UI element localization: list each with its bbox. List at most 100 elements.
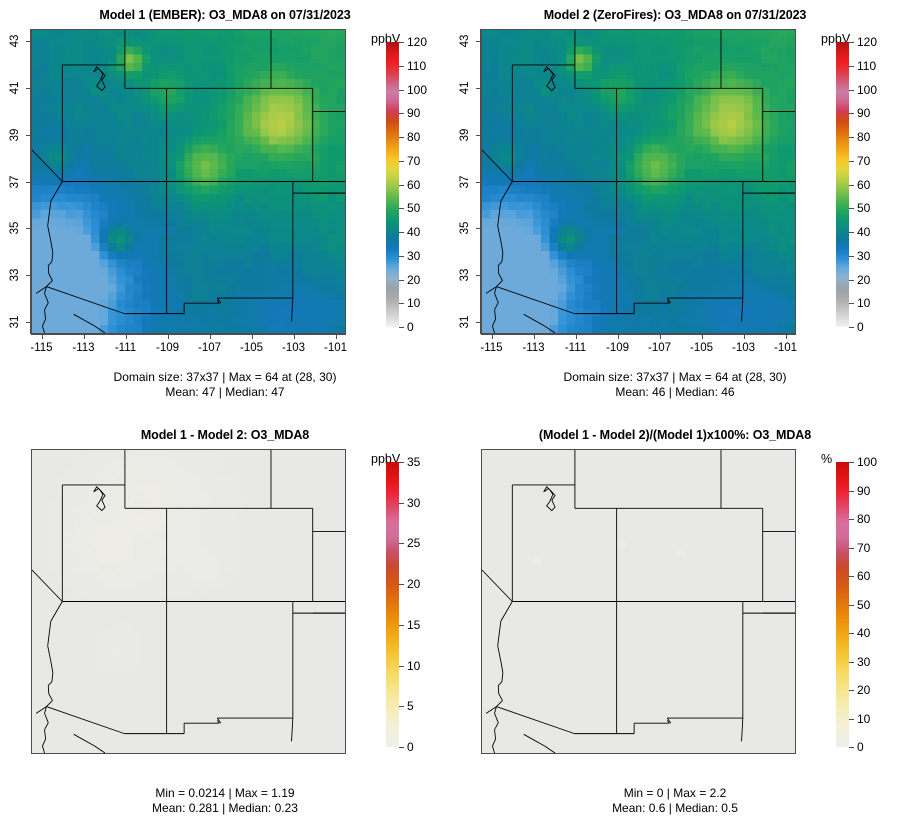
colorbar-tick-label: 70 — [857, 153, 871, 168]
colorbar-tick-label: 30 — [857, 654, 871, 669]
y-tick — [26, 322, 31, 324]
x-tick — [125, 334, 127, 339]
caption-line-1: Min = 0.0214 | Max = 1.19 — [155, 786, 295, 800]
colorbar-tick-label: 0 — [407, 320, 414, 334]
y-tick — [26, 275, 31, 277]
colorbar-tick — [399, 89, 404, 91]
colorbar-tick-label: 110 — [857, 58, 877, 73]
colorbar-tick-label: 90 — [857, 106, 871, 121]
colorbar-tick-label: 0 — [857, 740, 864, 754]
colorbar-tick — [399, 42, 404, 43]
x-tick-label: -103 — [281, 342, 306, 354]
panel-model2-zerofires: Model 2 (ZeroFires): O3_MDA8 on 07/31/20… — [450, 0, 900, 420]
y-tick — [26, 134, 31, 136]
x-tick-label: -111 — [114, 342, 137, 354]
colorbar-tick — [399, 113, 404, 115]
colorbar-tick-label: 10 — [857, 711, 871, 726]
colorbar-tick — [399, 208, 404, 210]
colorbar: % 0 10 20 30 40 50 60 70 80 90 100 — [450, 420, 900, 840]
colorbar-tick — [849, 718, 854, 720]
y-tick — [26, 40, 31, 42]
colorbar-tick-label: 90 — [407, 106, 421, 121]
x-tick-label: -109 — [155, 342, 180, 354]
colorbar-tick-label: 10 — [857, 296, 871, 311]
colorbar-tick — [849, 184, 854, 186]
colorbar-tick — [399, 502, 404, 504]
x-tick — [491, 334, 493, 339]
colorbar-tick — [849, 160, 854, 162]
colorbar-tick — [849, 279, 854, 281]
x-tick — [575, 334, 577, 339]
colorbar-tick — [849, 490, 854, 492]
colorbar: ppbV 0 10 20 30 40 50 60 70 80 90 100 110 120 — [450, 0, 900, 420]
colorbar-tick — [399, 706, 404, 708]
colorbar-tick-label: 60 — [857, 177, 871, 192]
x-tick-label: -111 — [564, 342, 587, 354]
colorbar-tick-label: 0 — [407, 740, 414, 754]
x-tick-label: -103 — [731, 342, 756, 354]
colorbar-tick — [849, 576, 854, 577]
y-tick — [476, 322, 481, 324]
colorbar-tick-label: 20 — [407, 272, 421, 287]
y-tick — [476, 275, 481, 277]
colorbar-tick-label: 40 — [407, 225, 421, 239]
y-tick — [26, 228, 31, 230]
x-tick — [335, 334, 337, 339]
x-tick-label: -105 — [239, 342, 264, 354]
colorbar-tick-label: 35 — [407, 455, 421, 469]
x-tick — [209, 334, 211, 339]
x-tick-label: -113 — [72, 342, 95, 354]
colorbar-tick-label: 30 — [407, 495, 421, 510]
colorbar-tick-label: 60 — [857, 569, 871, 583]
x-tick — [251, 334, 253, 339]
panel-title: Model 1 - Model 2: O3_MDA8 — [140, 428, 310, 442]
x-axis: -115 -113 -111 -109 -107 -105 -103 -101 — [480, 334, 797, 362]
y-tick — [476, 134, 481, 136]
colorbar-tick-label: 110 — [407, 58, 427, 73]
y-tick — [476, 181, 481, 183]
panel-difference-absolute: Model 1 - Model 2: O3_MDA8 Min = 0.0214 |… — [0, 420, 450, 840]
panel-caption: Domain size: 37x37 | Max = 64 at (28, 30… — [0, 370, 450, 400]
colorbar-tick — [399, 137, 404, 138]
colorbar-tick-label: 80 — [407, 130, 421, 144]
colorbar-tick-label: 80 — [857, 512, 871, 526]
caption-line-1: Domain size: 37x37 | Max = 64 at (28, 30… — [113, 370, 337, 384]
caption-line-2: Mean: 0.6 | Median: 0.5 — [612, 801, 738, 815]
colorbar-tick — [399, 65, 404, 67]
colorbar-tick — [399, 232, 404, 233]
panel-difference-percent: (Model 1 - Model 2)/(Model 1)x100%: O3_M… — [450, 420, 900, 840]
panel-title: Model 1 (EMBER): O3_MDA8 on 07/31/2023 — [99, 8, 351, 22]
caption-line-1: Min = 0 | Max = 2.2 — [623, 786, 727, 800]
colorbar-tick — [849, 303, 854, 305]
colorbar-tick — [849, 462, 854, 463]
colorbar-tick — [399, 279, 404, 281]
panel-model1-ember: Model 1 (EMBER): O3_MDA8 on 07/31/2023 -1… — [0, 0, 450, 420]
caption-line-2: Mean: 47 | Median: 47 — [165, 385, 285, 399]
colorbar-tick — [849, 633, 854, 634]
colorbar-tick — [399, 665, 404, 667]
colorbar-tick-label: 30 — [407, 248, 421, 263]
colorbar-unit-label: % — [821, 452, 833, 466]
colorbar-tick — [849, 547, 854, 549]
panel-caption: Min = 0 | Max = 2.2 Mean: 0.6 | Median: 0… — [450, 786, 900, 816]
colorbar-tick — [849, 604, 854, 606]
colorbar-tick-label: 60 — [407, 177, 421, 192]
colorbar-tick — [399, 327, 404, 328]
colorbar-tick — [849, 208, 854, 210]
colorbar-tick-label: 70 — [407, 153, 421, 168]
colorbar-tick-label: 70 — [857, 540, 871, 555]
colorbar-tick-label: 0 — [857, 320, 864, 334]
x-tick — [167, 334, 169, 339]
colorbar-tick-label: 20 — [407, 577, 421, 592]
colorbar-tick-label: 10 — [407, 296, 421, 311]
y-tick — [476, 87, 481, 89]
colorbar-tick-label: 90 — [857, 483, 871, 498]
y-tick — [26, 181, 31, 183]
colorbar-tick — [849, 519, 854, 520]
colorbar-tick-label: 15 — [407, 617, 421, 632]
colorbar-tick — [849, 661, 854, 663]
x-tick — [617, 334, 619, 339]
colorbar-tick — [399, 184, 404, 186]
colorbar-tick-label: 25 — [407, 536, 421, 551]
x-tick-label: -115 — [480, 342, 503, 354]
